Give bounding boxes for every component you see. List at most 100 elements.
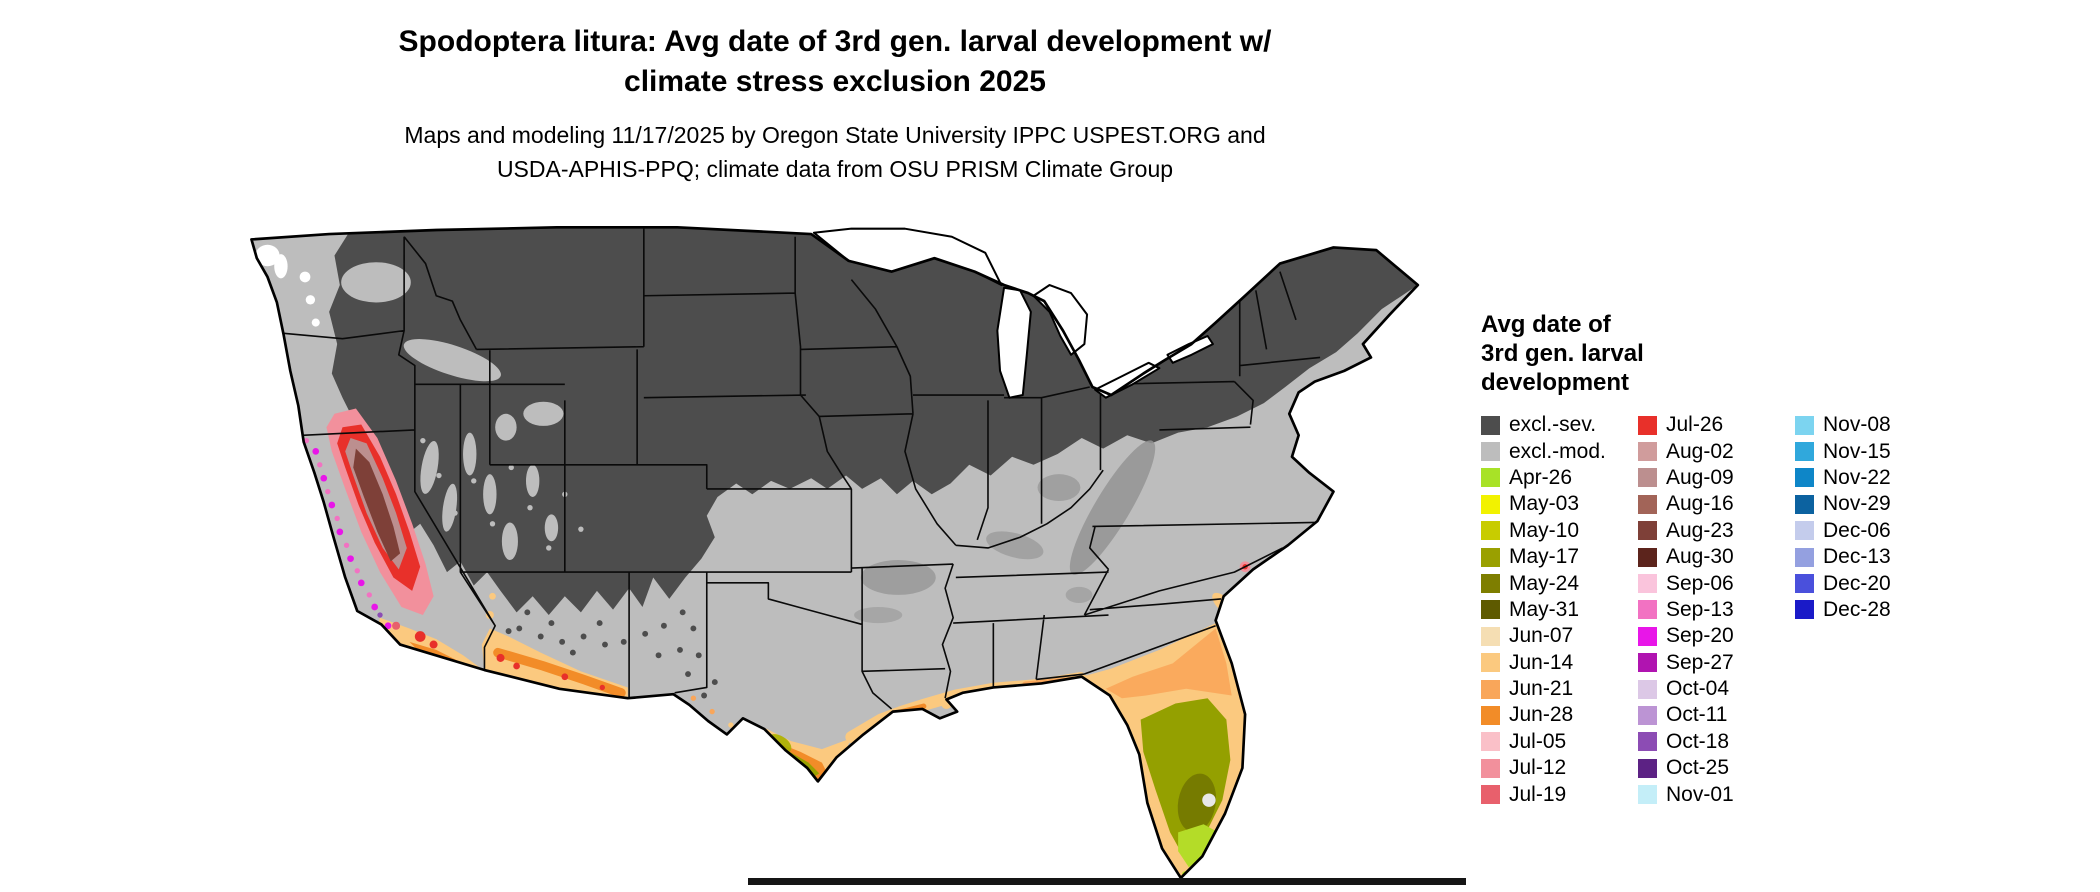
legend-label: Aug-30 [1666,545,1734,569]
legend-swatch [1481,547,1500,567]
page-title-line2: climate stress exclusion 2025 [624,65,1046,98]
legend-swatch [1795,600,1814,620]
legend-item: Apr-26 [1481,465,1638,491]
legend-label: Jun-14 [1509,650,1574,674]
legend-label: May-24 [1509,571,1580,595]
dark-speckles [505,609,718,699]
legend-title-line1: Avg date of [1481,311,1611,338]
page-title-line1: Spodoptera litura: Avg date of 3rd gen. … [398,25,1272,58]
legend-item: May-03 [1481,491,1638,517]
legend-item: Aug-30 [1638,544,1795,570]
legend-label: Nov-01 [1666,782,1734,806]
legend-label: Jul-26 [1666,413,1724,437]
legend-label: Sep-13 [1666,597,1734,621]
legend-item: excl.-sev. [1481,412,1638,438]
legend-label: Oct-25 [1666,756,1730,780]
legend-label: Sep-20 [1666,624,1734,648]
legend-swatch [1481,415,1500,435]
legend-label: Oct-04 [1666,677,1730,701]
legend-item: Nov-01 [1638,781,1795,807]
legend-item: Dec-28 [1795,597,1952,623]
legend-label: May-10 [1509,518,1580,542]
legend-item: Dec-06 [1795,518,1952,544]
legend-column: Nov-08 Nov-15 Nov-22 Nov-29 Dec-06 Dec-13 Dec-… [1795,412,1952,623]
legend-swatch [1638,679,1657,699]
legend-label: Nov-15 [1823,439,1891,463]
legend-item: Sep-06 [1638,570,1795,596]
legend-item: Sep-27 [1638,650,1795,676]
legend-label: Jul-19 [1509,782,1567,806]
legend-swatch [1638,442,1657,462]
state-borders [283,228,1321,710]
legend-label: Dec-06 [1823,518,1891,542]
legend-item: Aug-23 [1638,518,1795,544]
legend-label: Oct-18 [1666,729,1730,753]
legend-item: Sep-20 [1638,623,1795,649]
legend-item: Nov-15 [1795,438,1952,464]
legend-swatch [1638,494,1657,514]
legend-item: Aug-16 [1638,491,1795,517]
lake-huron [1032,284,1089,356]
legend-title-line3: development [1481,369,1630,396]
legend-label: excl.-mod. [1509,439,1606,463]
legend-label: Aug-16 [1666,492,1734,516]
legend-swatch [1638,758,1657,778]
legend-swatch [1481,758,1500,778]
legend-item: Oct-25 [1638,755,1795,781]
legend-label: May-17 [1509,545,1580,569]
legend-item: Aug-09 [1638,465,1795,491]
legend-label: Nov-08 [1823,413,1891,437]
legend-label: Sep-27 [1666,650,1734,674]
legend-swatch [1795,468,1814,488]
legend-item: Jun-14 [1481,650,1638,676]
legend-swatch [1638,415,1657,435]
arizona-region [481,592,628,698]
legend-swatch [1481,705,1500,725]
legend-label: Jul-12 [1509,756,1567,780]
lake-erie [1094,361,1161,399]
legend-swatch [1638,732,1657,752]
legend-label: Jun-07 [1509,624,1574,648]
conus-outline [250,226,1420,880]
legend-item: Jun-28 [1481,702,1638,728]
legend-swatch [1795,521,1814,541]
legend-column: Jul-26 Aug-02 Aug-09 Aug-16 Aug-23 Aug-30 Sep-… [1638,412,1795,808]
legend-label: Aug-02 [1666,439,1734,463]
legend-item: Aug-02 [1638,438,1795,464]
legend-item: May-17 [1481,544,1638,570]
legend-label: Aug-23 [1666,518,1734,542]
lake-ontario [1166,334,1214,364]
legend-item: May-31 [1481,597,1638,623]
great-lakes [812,227,1214,399]
subtitle-line1: Maps and modeling 11/17/2025 by Oregon S… [404,122,1266,148]
legend-swatch [1638,626,1657,646]
legend-label: Sep-06 [1666,571,1734,595]
legend-item: Nov-08 [1795,412,1952,438]
legend-swatch [1795,574,1814,594]
legend-item: Oct-11 [1638,702,1795,728]
legend-swatch [1638,547,1657,567]
legend-label: Dec-28 [1823,597,1891,621]
legend-label: May-31 [1509,597,1580,621]
legend-swatch [1481,600,1500,620]
legend-item: Jul-19 [1481,781,1638,807]
legend-item: May-24 [1481,570,1638,596]
title-block: Spodoptera litura: Avg date of 3rd gen. … [230,22,1440,186]
legend-label: Aug-09 [1666,465,1734,489]
legend-title: Avg date of 3rd gen. larval development [1481,310,2081,397]
legend-label: May-03 [1509,492,1580,516]
legend-swatch [1481,653,1500,673]
legend-title-line2: 3rd gen. larval [1481,340,1644,367]
subtitle-line2: USDA-APHIS-PPQ; climate data from OSU PR… [496,156,1174,182]
legend-item: excl.-mod. [1481,438,1638,464]
legend-swatch [1481,442,1500,462]
legend-swatch [1481,626,1500,646]
legend-swatch [1481,468,1500,488]
legend-item: May-10 [1481,518,1638,544]
legend-label: excl.-sev. [1509,413,1597,437]
subtitle-block: Maps and modeling 11/17/2025 by Oregon S… [230,118,1440,186]
basin-light-patches [341,262,584,561]
legend-swatch [1638,600,1657,620]
legend-item: Nov-22 [1795,465,1952,491]
legend-swatch [1481,679,1500,699]
